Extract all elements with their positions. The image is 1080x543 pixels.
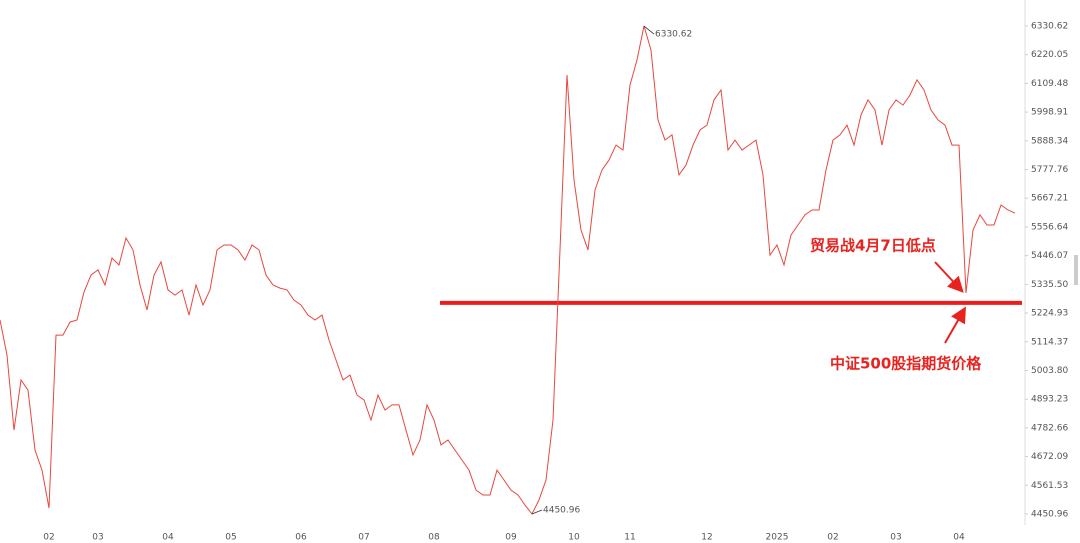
y-tick-label: 4893.23 — [1031, 395, 1068, 405]
y-tick-label: 5003.80 — [1031, 366, 1068, 376]
y-tick-label: 5777.76 — [1031, 165, 1068, 175]
x-tick-label: 03 — [890, 533, 901, 543]
y-tick-label: 5446.07 — [1031, 251, 1068, 261]
arrow — [944, 306, 966, 344]
label-pointer — [531, 509, 543, 515]
x-tick-label: 10 — [568, 533, 580, 543]
x-tick-label: 07 — [358, 533, 369, 543]
x-tick-label: 2025 — [766, 533, 789, 543]
x-tick-label: 11 — [624, 533, 635, 543]
y-tick-label: 5114.37 — [1031, 337, 1068, 347]
x-tick-label: 02 — [827, 533, 838, 543]
arrow — [934, 261, 964, 293]
annotation: 中证500股指期货价格 — [830, 355, 982, 373]
x-tick-label: 02 — [43, 533, 54, 543]
min-label: 4450.96 — [543, 505, 580, 515]
x-tick-label: 04 — [953, 533, 965, 543]
y-tick-label: 5335.50 — [1031, 280, 1068, 290]
y-tick-label: 5556.64 — [1031, 222, 1068, 232]
x-tick-label: 05 — [225, 533, 236, 543]
annotation: 贸易战4月7日低点 — [810, 237, 936, 255]
x-tick-label: 06 — [295, 533, 307, 543]
x-tick-label: 04 — [162, 533, 174, 543]
y-tick-label: 6330.62 — [1031, 22, 1068, 32]
x-tick-label: 12 — [701, 533, 712, 543]
y-tick-label: 4782.66 — [1031, 423, 1068, 433]
x-tick-label: 09 — [505, 533, 517, 543]
label-pointer — [643, 25, 655, 35]
y-tick-label: 5667.21 — [1031, 194, 1068, 204]
y-tick-label: 5224.93 — [1031, 309, 1068, 319]
y-tick-label: 6109.48 — [1031, 79, 1068, 89]
x-tick-label: 03 — [92, 533, 103, 543]
scrollbar — [1074, 255, 1078, 285]
y-tick-label: 6220.05 — [1031, 50, 1068, 60]
y-tick-label: 5888.34 — [1031, 136, 1068, 146]
y-tick-label: 4672.09 — [1031, 452, 1068, 462]
series-line — [0, 25, 1016, 515]
x-tick-label: 08 — [428, 533, 440, 543]
max-label: 6330.62 — [655, 30, 692, 40]
y-tick-label: 4561.53 — [1031, 481, 1068, 491]
y-tick-label: 4450.96 — [1031, 509, 1068, 519]
y-tick-label: 5998.91 — [1031, 108, 1068, 118]
